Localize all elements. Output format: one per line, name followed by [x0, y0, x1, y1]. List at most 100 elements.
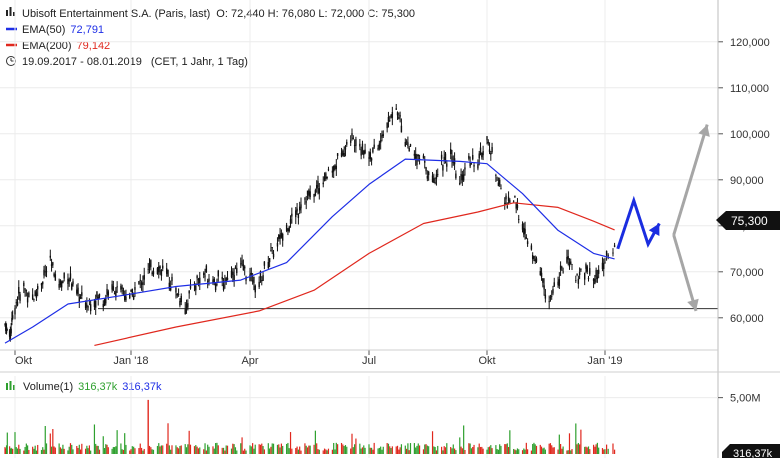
forecast-arrow-gray-1	[672, 124, 709, 236]
volume-bar	[59, 447, 61, 454]
ema50-legend-label: EMA(50)	[22, 24, 65, 36]
candle-body	[81, 292, 83, 296]
candle-body	[213, 278, 215, 283]
candle-body	[216, 283, 218, 285]
volume-bar	[45, 443, 48, 454]
volume-bar	[535, 445, 538, 454]
volume-bar	[460, 446, 462, 454]
volume-bar	[431, 431, 434, 454]
volume-bar	[49, 433, 51, 454]
candle-body	[562, 271, 564, 273]
candle-body	[435, 174, 438, 179]
candle-body	[254, 285, 256, 293]
volume-bar	[387, 443, 390, 454]
candle-body	[531, 255, 534, 259]
volume-bar	[363, 445, 365, 454]
candle-body	[263, 261, 266, 266]
forecast-arrow-blue-0	[616, 195, 661, 250]
candle-body	[586, 266, 588, 272]
volume-bar	[370, 447, 373, 454]
candle-body	[120, 285, 122, 290]
candle-body	[112, 286, 115, 291]
volume-bar	[504, 444, 506, 454]
candle-body	[405, 141, 408, 143]
volume-label: Volume(1)	[23, 381, 73, 393]
chart-title: Ubisoft Entertainment S.A. (Paris, last)	[22, 8, 210, 20]
candle-body	[468, 155, 470, 159]
chart-logo-icon	[6, 7, 15, 16]
volume-bar	[50, 446, 53, 454]
candle-body	[425, 167, 427, 172]
candle-body	[236, 268, 238, 274]
volume-bar	[105, 444, 107, 454]
volume-bar	[509, 430, 511, 454]
volume-bar	[514, 449, 516, 454]
volume-bar	[478, 443, 480, 454]
volume-bar	[551, 445, 553, 454]
candle-body	[240, 263, 242, 265]
candle-body	[222, 284, 225, 290]
volume-bar	[43, 449, 45, 454]
candle-body	[396, 112, 399, 116]
volume-bar	[27, 445, 29, 454]
volume-bar	[577, 442, 579, 454]
volume-tick-label: 5,00M	[730, 393, 761, 405]
candle-body	[214, 283, 217, 291]
volume-bar	[160, 445, 163, 454]
volume-bar	[6, 432, 8, 454]
volume-bar	[607, 448, 609, 454]
volume-bar	[262, 446, 264, 454]
volume-bar	[437, 445, 439, 454]
candle-body	[612, 252, 614, 254]
candle-body	[304, 198, 306, 200]
volume-bar	[252, 443, 254, 454]
volume-bar	[372, 449, 374, 454]
candle-body	[68, 279, 70, 282]
candle-body	[49, 255, 52, 258]
volume-bar	[115, 446, 117, 454]
volume-bar	[18, 444, 20, 454]
volume-bar	[122, 449, 125, 454]
volume-bar	[390, 448, 392, 454]
volume-bar	[35, 450, 38, 454]
candle-body	[364, 149, 366, 154]
candle-body	[524, 228, 526, 234]
candle-body	[487, 141, 489, 144]
volume-bar	[106, 444, 108, 454]
volume-bar	[240, 443, 242, 454]
volume-bar	[571, 449, 573, 454]
candle-body	[285, 224, 288, 231]
volume-bar	[71, 444, 73, 454]
candle-body	[325, 173, 327, 179]
volume-bar	[259, 444, 262, 454]
candle-body	[188, 290, 190, 294]
volume-bar	[254, 444, 256, 454]
volume-bar	[93, 424, 96, 454]
candle-body	[500, 188, 502, 190]
volume-bar	[178, 448, 180, 454]
price-candles	[4, 103, 616, 342]
candle-body	[451, 156, 453, 162]
volume-bar	[168, 445, 170, 454]
volume-bar	[19, 448, 21, 454]
candle-body	[162, 265, 164, 269]
volume-bar	[459, 437, 461, 454]
candle-body	[77, 287, 79, 294]
candle-body	[140, 282, 143, 285]
candle-body	[16, 301, 19, 306]
volume-bar	[396, 445, 399, 454]
volume-bar	[267, 443, 269, 454]
volume-bar	[567, 450, 569, 454]
candle-body	[156, 268, 159, 275]
volume-bar	[587, 446, 590, 454]
volume-bar	[451, 448, 453, 454]
candle-body	[52, 262, 54, 266]
candle-body	[250, 272, 253, 275]
ema200-legend-label: EMA(200)	[22, 40, 72, 52]
candle-body	[152, 271, 155, 275]
candle-body	[180, 296, 182, 303]
candle-body	[486, 136, 488, 141]
volume-bar	[133, 446, 135, 454]
candle-body	[314, 190, 317, 196]
